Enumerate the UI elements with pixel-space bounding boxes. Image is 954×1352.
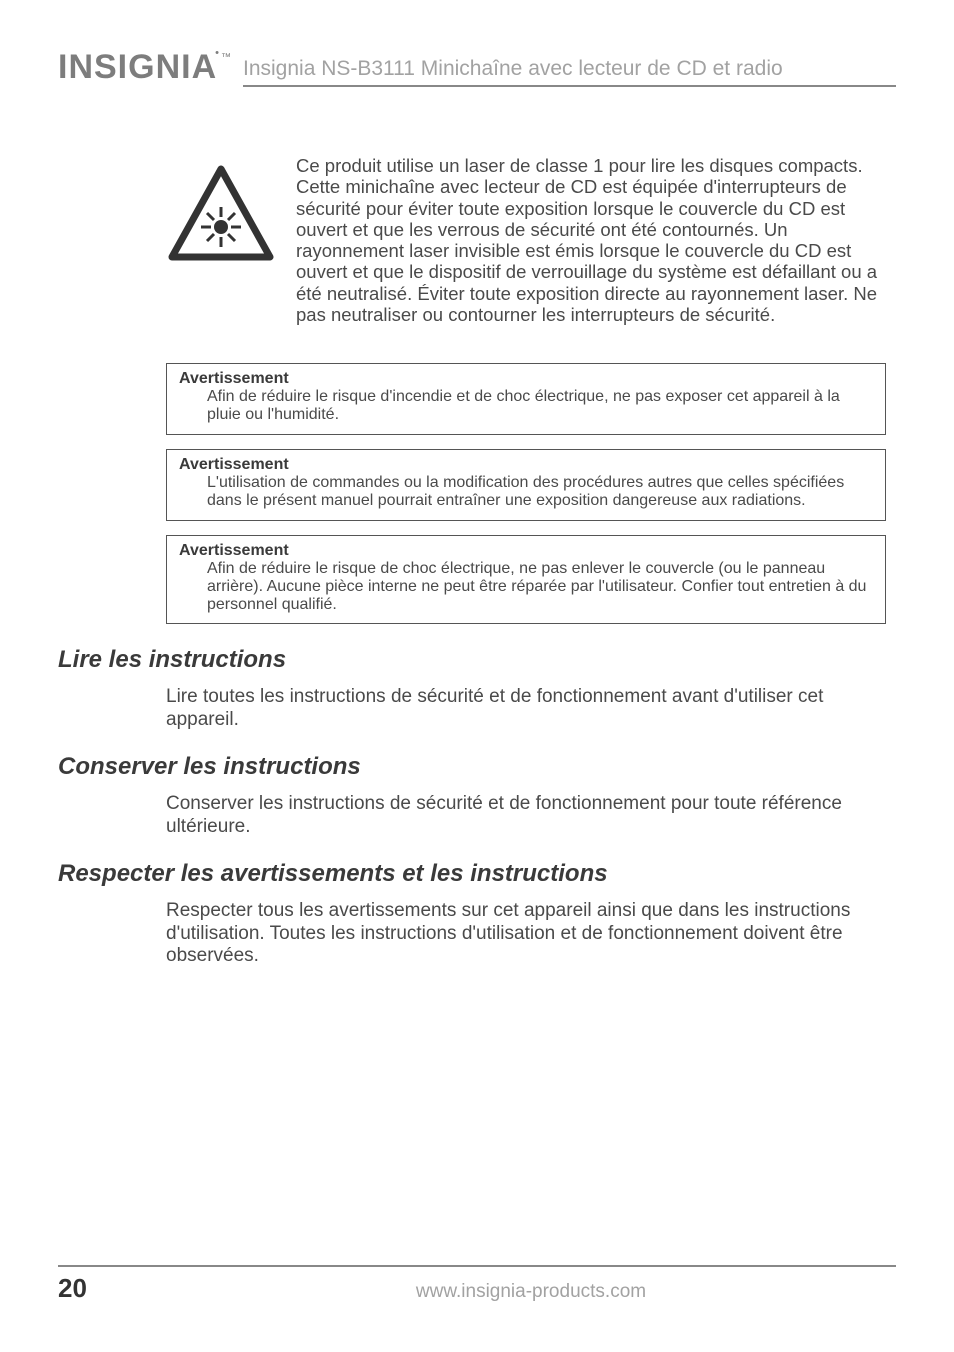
logo-mark-icon: • xyxy=(215,47,219,59)
warning-box-1: Avertissement Afin de réduire le risque … xyxy=(166,363,886,435)
page-content: Ce produit utilise un laser de classe 1 … xyxy=(58,95,896,967)
trademark-icon: ™ xyxy=(221,52,231,63)
warning-title: Avertissement xyxy=(179,542,873,560)
footer-url: www.insignia-products.com xyxy=(166,1281,896,1303)
warning-body: L'utilisation de commandes ou la modific… xyxy=(179,474,873,510)
warning-title: Avertissement xyxy=(179,370,873,388)
brand-logo: INSIGNIA • ™ xyxy=(58,48,231,87)
page-header: INSIGNIA • ™ Insignia NS-B3111 Minichaîn… xyxy=(58,48,896,87)
page-number: 20 xyxy=(58,1273,166,1304)
section-heading-heed: Respecter les avertissements et les inst… xyxy=(58,860,886,888)
section-body: Conserver les instructions de sécurité e… xyxy=(166,793,886,838)
section-heading-keep: Conserver les instructions xyxy=(58,753,886,781)
warning-body: Afin de réduire le risque d'incendie et … xyxy=(179,388,873,424)
section-heading-read: Lire les instructions xyxy=(58,646,886,674)
warning-title: Avertissement xyxy=(179,456,873,474)
section-body: Respecter tous les avertissements sur ce… xyxy=(166,900,886,967)
warning-box-2: Avertissement L'utilisation de commandes… xyxy=(166,449,886,521)
section-body: Lire toutes les instructions de sécurité… xyxy=(166,686,886,731)
logo-text: INSIGNIA xyxy=(58,48,217,87)
page-footer: 20 www.insignia-products.com xyxy=(58,1265,896,1304)
title-wrap: Insignia NS-B3111 Minichaîne avec lecteu… xyxy=(243,57,896,87)
laser-notice-row: Ce produit utilise un laser de classe 1 … xyxy=(166,155,886,325)
laser-notice-text: Ce produit utilise un laser de classe 1 … xyxy=(296,155,886,325)
warning-box-3: Avertissement Afin de réduire le risque … xyxy=(166,535,886,625)
warning-body: Afin de réduire le risque de choc électr… xyxy=(179,560,873,614)
document-title: Insignia NS-B3111 Minichaîne avec lecteu… xyxy=(243,57,783,80)
laser-warning-icon xyxy=(166,155,296,268)
